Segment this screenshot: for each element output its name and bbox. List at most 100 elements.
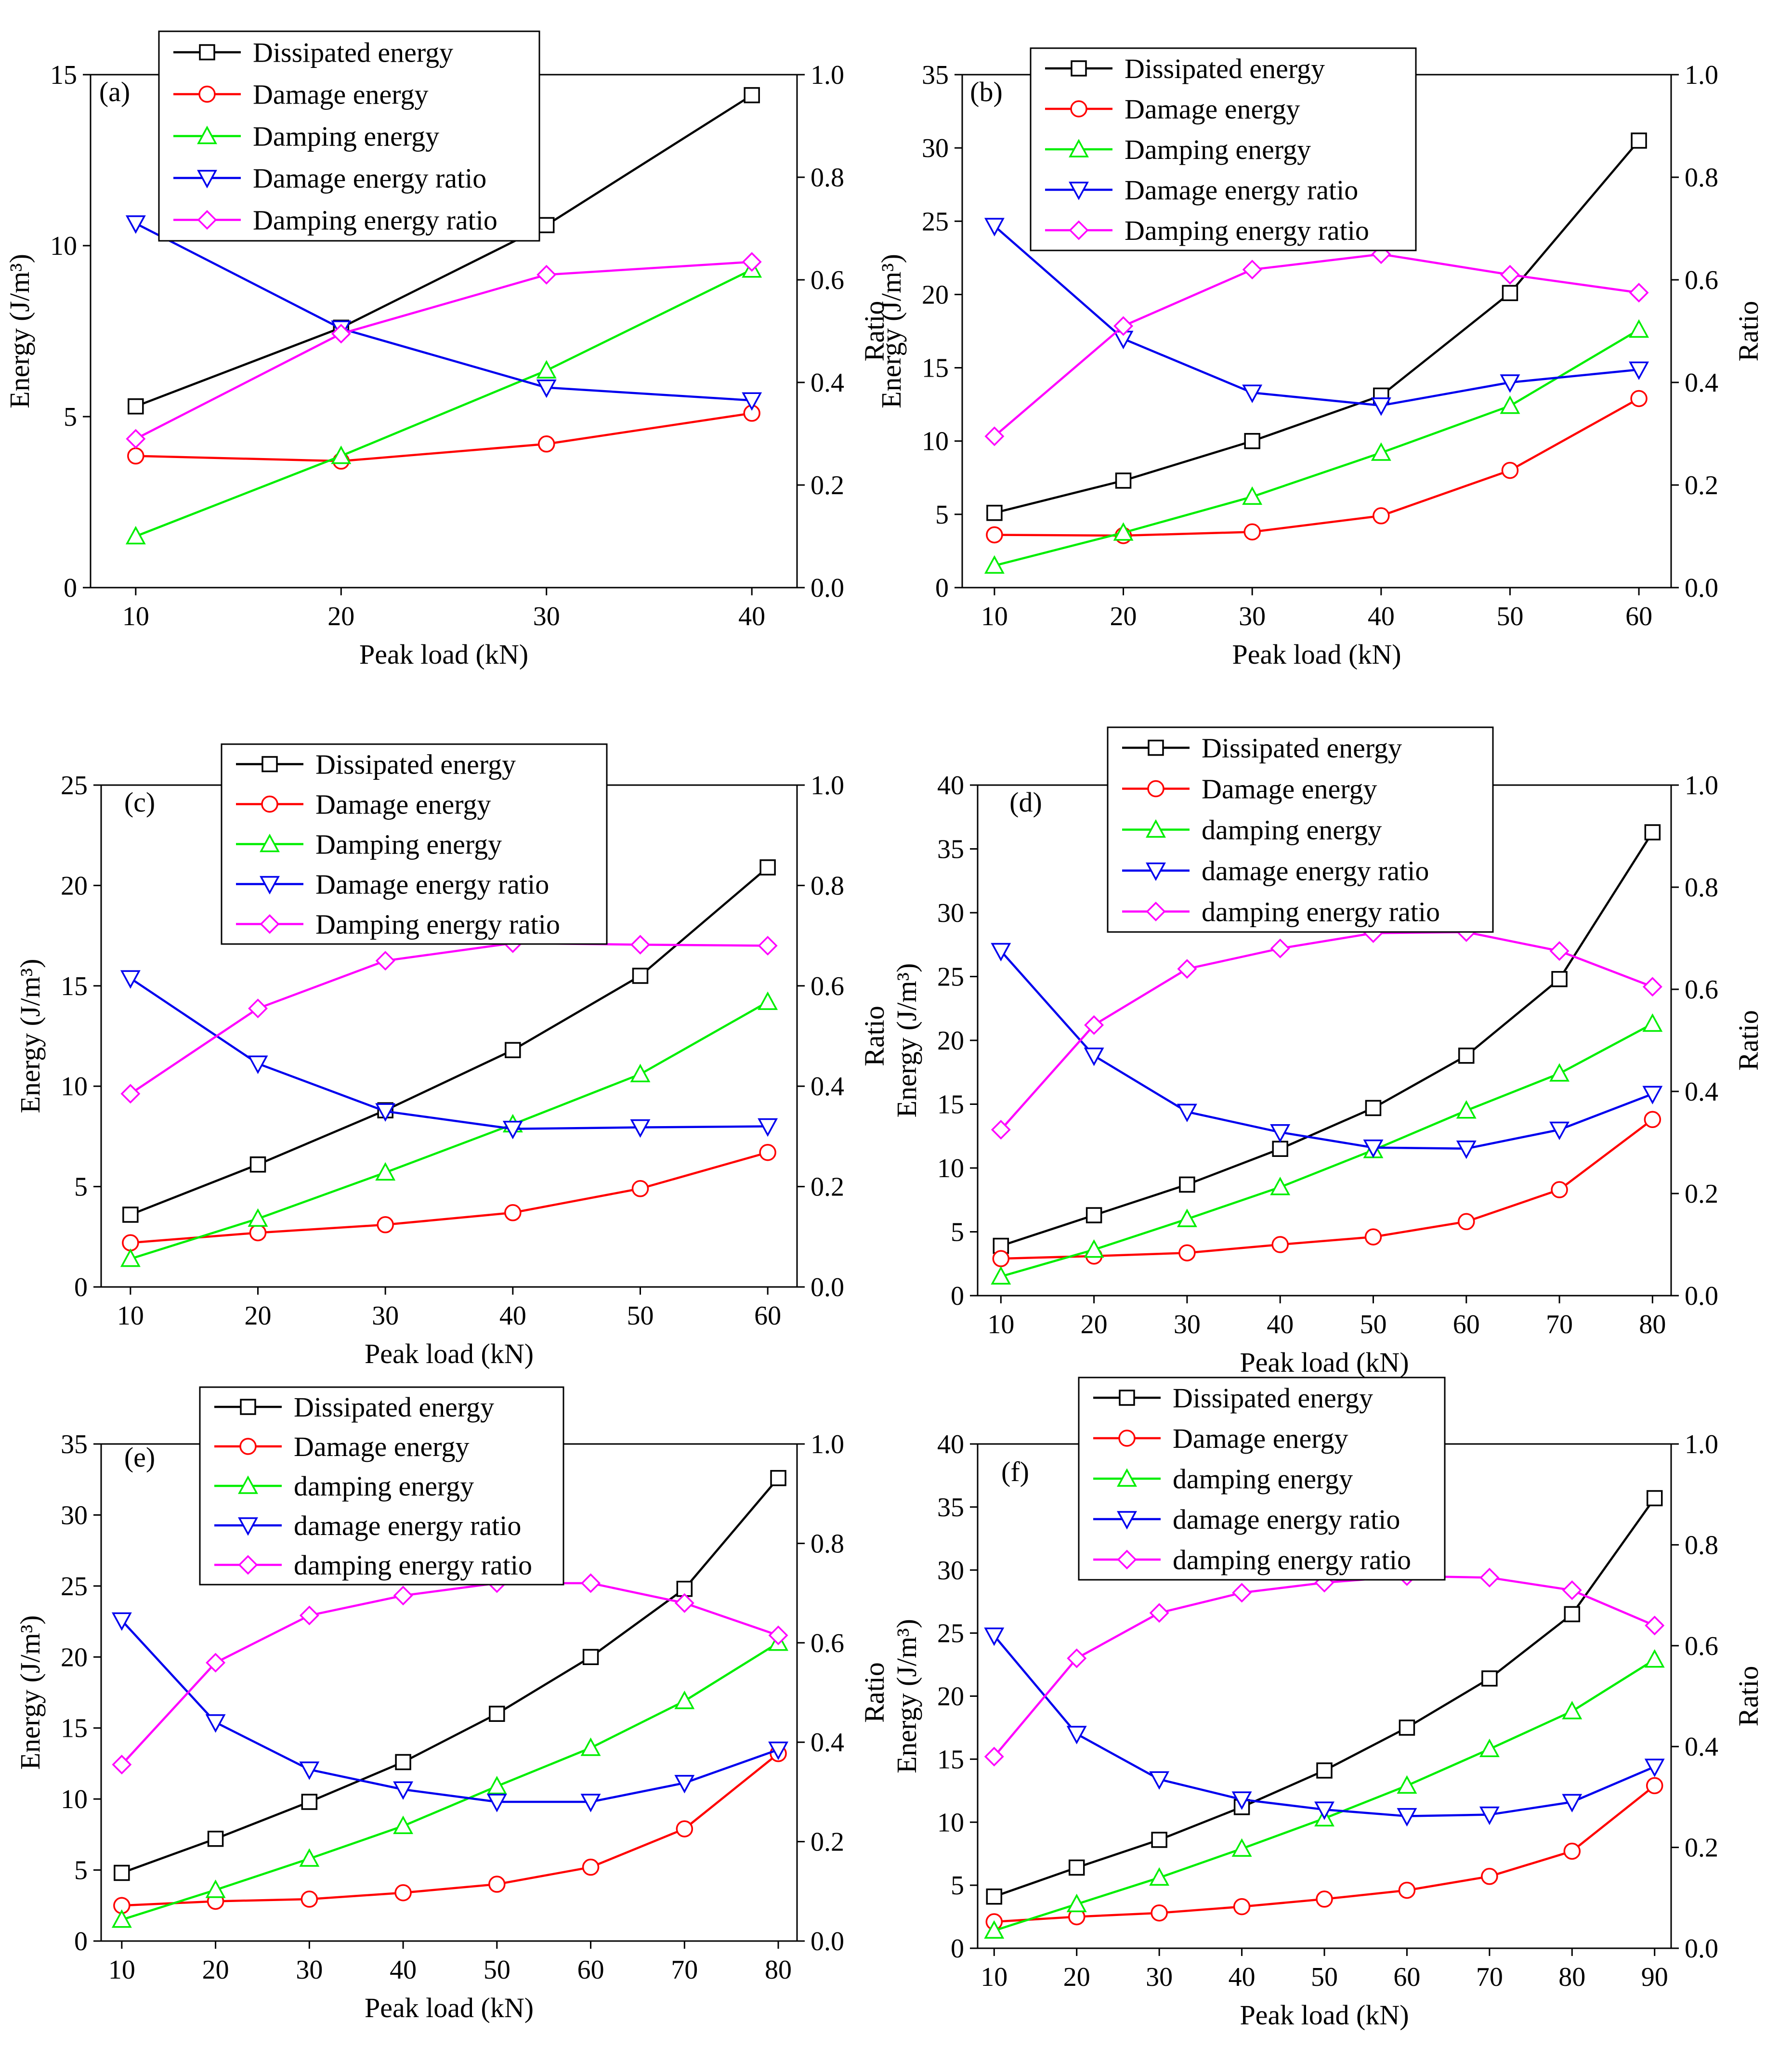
y-tick-label: 10 — [922, 427, 949, 457]
y2-tick-label: 0.6 — [1685, 975, 1718, 1005]
x-tick-label: 40 — [1229, 1962, 1256, 1992]
x-tick-label: 30 — [1146, 1962, 1173, 1992]
data-point — [991, 1266, 1011, 1285]
y2-tick-label: 0.0 — [1685, 1934, 1718, 1964]
legend-label: damage energy ratio — [294, 1510, 521, 1541]
data-point — [582, 1858, 600, 1876]
data-point — [630, 1119, 651, 1138]
series-line-0 — [135, 94, 753, 407]
x-tick-label: 50 — [484, 1955, 510, 1985]
data-point — [122, 1207, 139, 1223]
data-point — [249, 1156, 266, 1173]
data-point — [1113, 316, 1134, 336]
y2-tick-label: 1.0 — [811, 1430, 844, 1459]
data-point — [759, 859, 776, 876]
data-point — [536, 360, 557, 379]
x-tick-label: 60 — [1393, 1962, 1420, 1992]
data-point — [1149, 1867, 1170, 1886]
data-point — [1242, 486, 1263, 505]
x-axis-title: Peak load (kN) — [1240, 1999, 1409, 2031]
legend-marker — [1117, 1468, 1137, 1487]
data-point — [1151, 1832, 1167, 1848]
y2-axis-title: Ratio — [1733, 1666, 1764, 1727]
x-axis-title: Peak load (kN) — [1232, 639, 1401, 670]
legend-label: damping energy ratio — [1202, 896, 1440, 928]
panel-label: (c) — [124, 787, 155, 818]
x-tick-label: 40 — [1368, 602, 1395, 631]
data-point — [206, 1653, 226, 1673]
data-point — [394, 1884, 412, 1902]
data-point — [538, 217, 555, 234]
data-point — [1179, 1176, 1195, 1193]
data-point — [505, 1042, 521, 1058]
y2-tick-label: 0.4 — [1685, 368, 1718, 398]
data-point — [393, 1781, 414, 1800]
data-point — [377, 1216, 394, 1233]
y2-axis-title: Ratio — [859, 301, 890, 362]
data-point — [1231, 1838, 1252, 1857]
data-point — [301, 1794, 318, 1810]
x-axis-title: Peak load (kN) — [1240, 1347, 1409, 1378]
data-point — [984, 1746, 1004, 1767]
data-point — [1562, 1794, 1583, 1813]
legend-label: damping energy ratio — [294, 1549, 532, 1581]
y2-axis-title: Ratio — [1733, 1010, 1764, 1071]
data-point — [122, 1234, 139, 1252]
series-line-3 — [130, 977, 768, 1130]
legend-marker — [239, 1438, 257, 1455]
data-point — [1243, 523, 1261, 541]
legend-label: Dissipated energy — [315, 749, 516, 780]
series-line-4 — [130, 942, 768, 1095]
y-tick-label: 15 — [922, 354, 949, 383]
data-point — [1177, 1208, 1197, 1227]
y2-tick-label: 0.2 — [811, 471, 844, 500]
data-point — [1399, 1719, 1415, 1736]
data-point — [1371, 397, 1391, 416]
data-point — [1629, 361, 1649, 381]
y-tick-label: 5 — [951, 1218, 964, 1247]
legend-label: damping energy ratio — [1173, 1544, 1411, 1575]
data-point — [1479, 1806, 1500, 1825]
legend-marker — [198, 85, 216, 103]
panel-label: (f) — [1001, 1456, 1029, 1487]
y-axis-title: Energy (J/m³) — [891, 963, 922, 1118]
data-point — [536, 379, 557, 398]
data-point — [768, 1741, 788, 1760]
y2-tick-label: 0.8 — [811, 1529, 844, 1559]
data-point — [1551, 1181, 1568, 1198]
x-tick-label: 30 — [533, 602, 560, 631]
data-point — [1397, 1775, 1417, 1794]
data-point — [1481, 1868, 1498, 1885]
x-tick-label: 60 — [577, 1955, 604, 1985]
data-point — [111, 1612, 132, 1631]
x-tick-label: 20 — [1063, 1962, 1090, 1992]
x-tick-label: 50 — [627, 1301, 654, 1331]
legend-label: damping energy — [1173, 1463, 1353, 1495]
data-point — [249, 1224, 267, 1242]
y-tick-label: 25 — [61, 771, 88, 800]
y-tick-label: 15 — [61, 1714, 88, 1744]
x-tick-label: 20 — [245, 1301, 272, 1331]
data-point — [582, 1649, 599, 1666]
data-point — [1479, 1738, 1500, 1758]
series-line-2 — [994, 328, 1640, 567]
legend-marker — [260, 876, 280, 895]
y-tick-label: 35 — [937, 835, 964, 865]
data-point — [1084, 1048, 1104, 1066]
y-tick-label: 20 — [922, 280, 949, 310]
y2-tick-label: 0.8 — [1685, 163, 1718, 193]
data-point — [768, 1625, 788, 1645]
data-point — [331, 324, 351, 344]
legend-label: Damping energy ratio — [253, 205, 497, 236]
data-point — [128, 398, 144, 415]
x-axis-title: Peak load (kN) — [365, 1338, 534, 1369]
y2-tick-label: 0.6 — [1685, 265, 1718, 295]
data-point — [299, 1605, 319, 1626]
x-tick-label: 20 — [1081, 1310, 1108, 1339]
x-tick-label: 70 — [1476, 1962, 1503, 1992]
data-point — [393, 1586, 413, 1606]
panel-label: (a) — [99, 76, 130, 107]
data-point — [1084, 1239, 1104, 1258]
data-point — [630, 1063, 651, 1082]
data-point — [120, 1248, 141, 1267]
